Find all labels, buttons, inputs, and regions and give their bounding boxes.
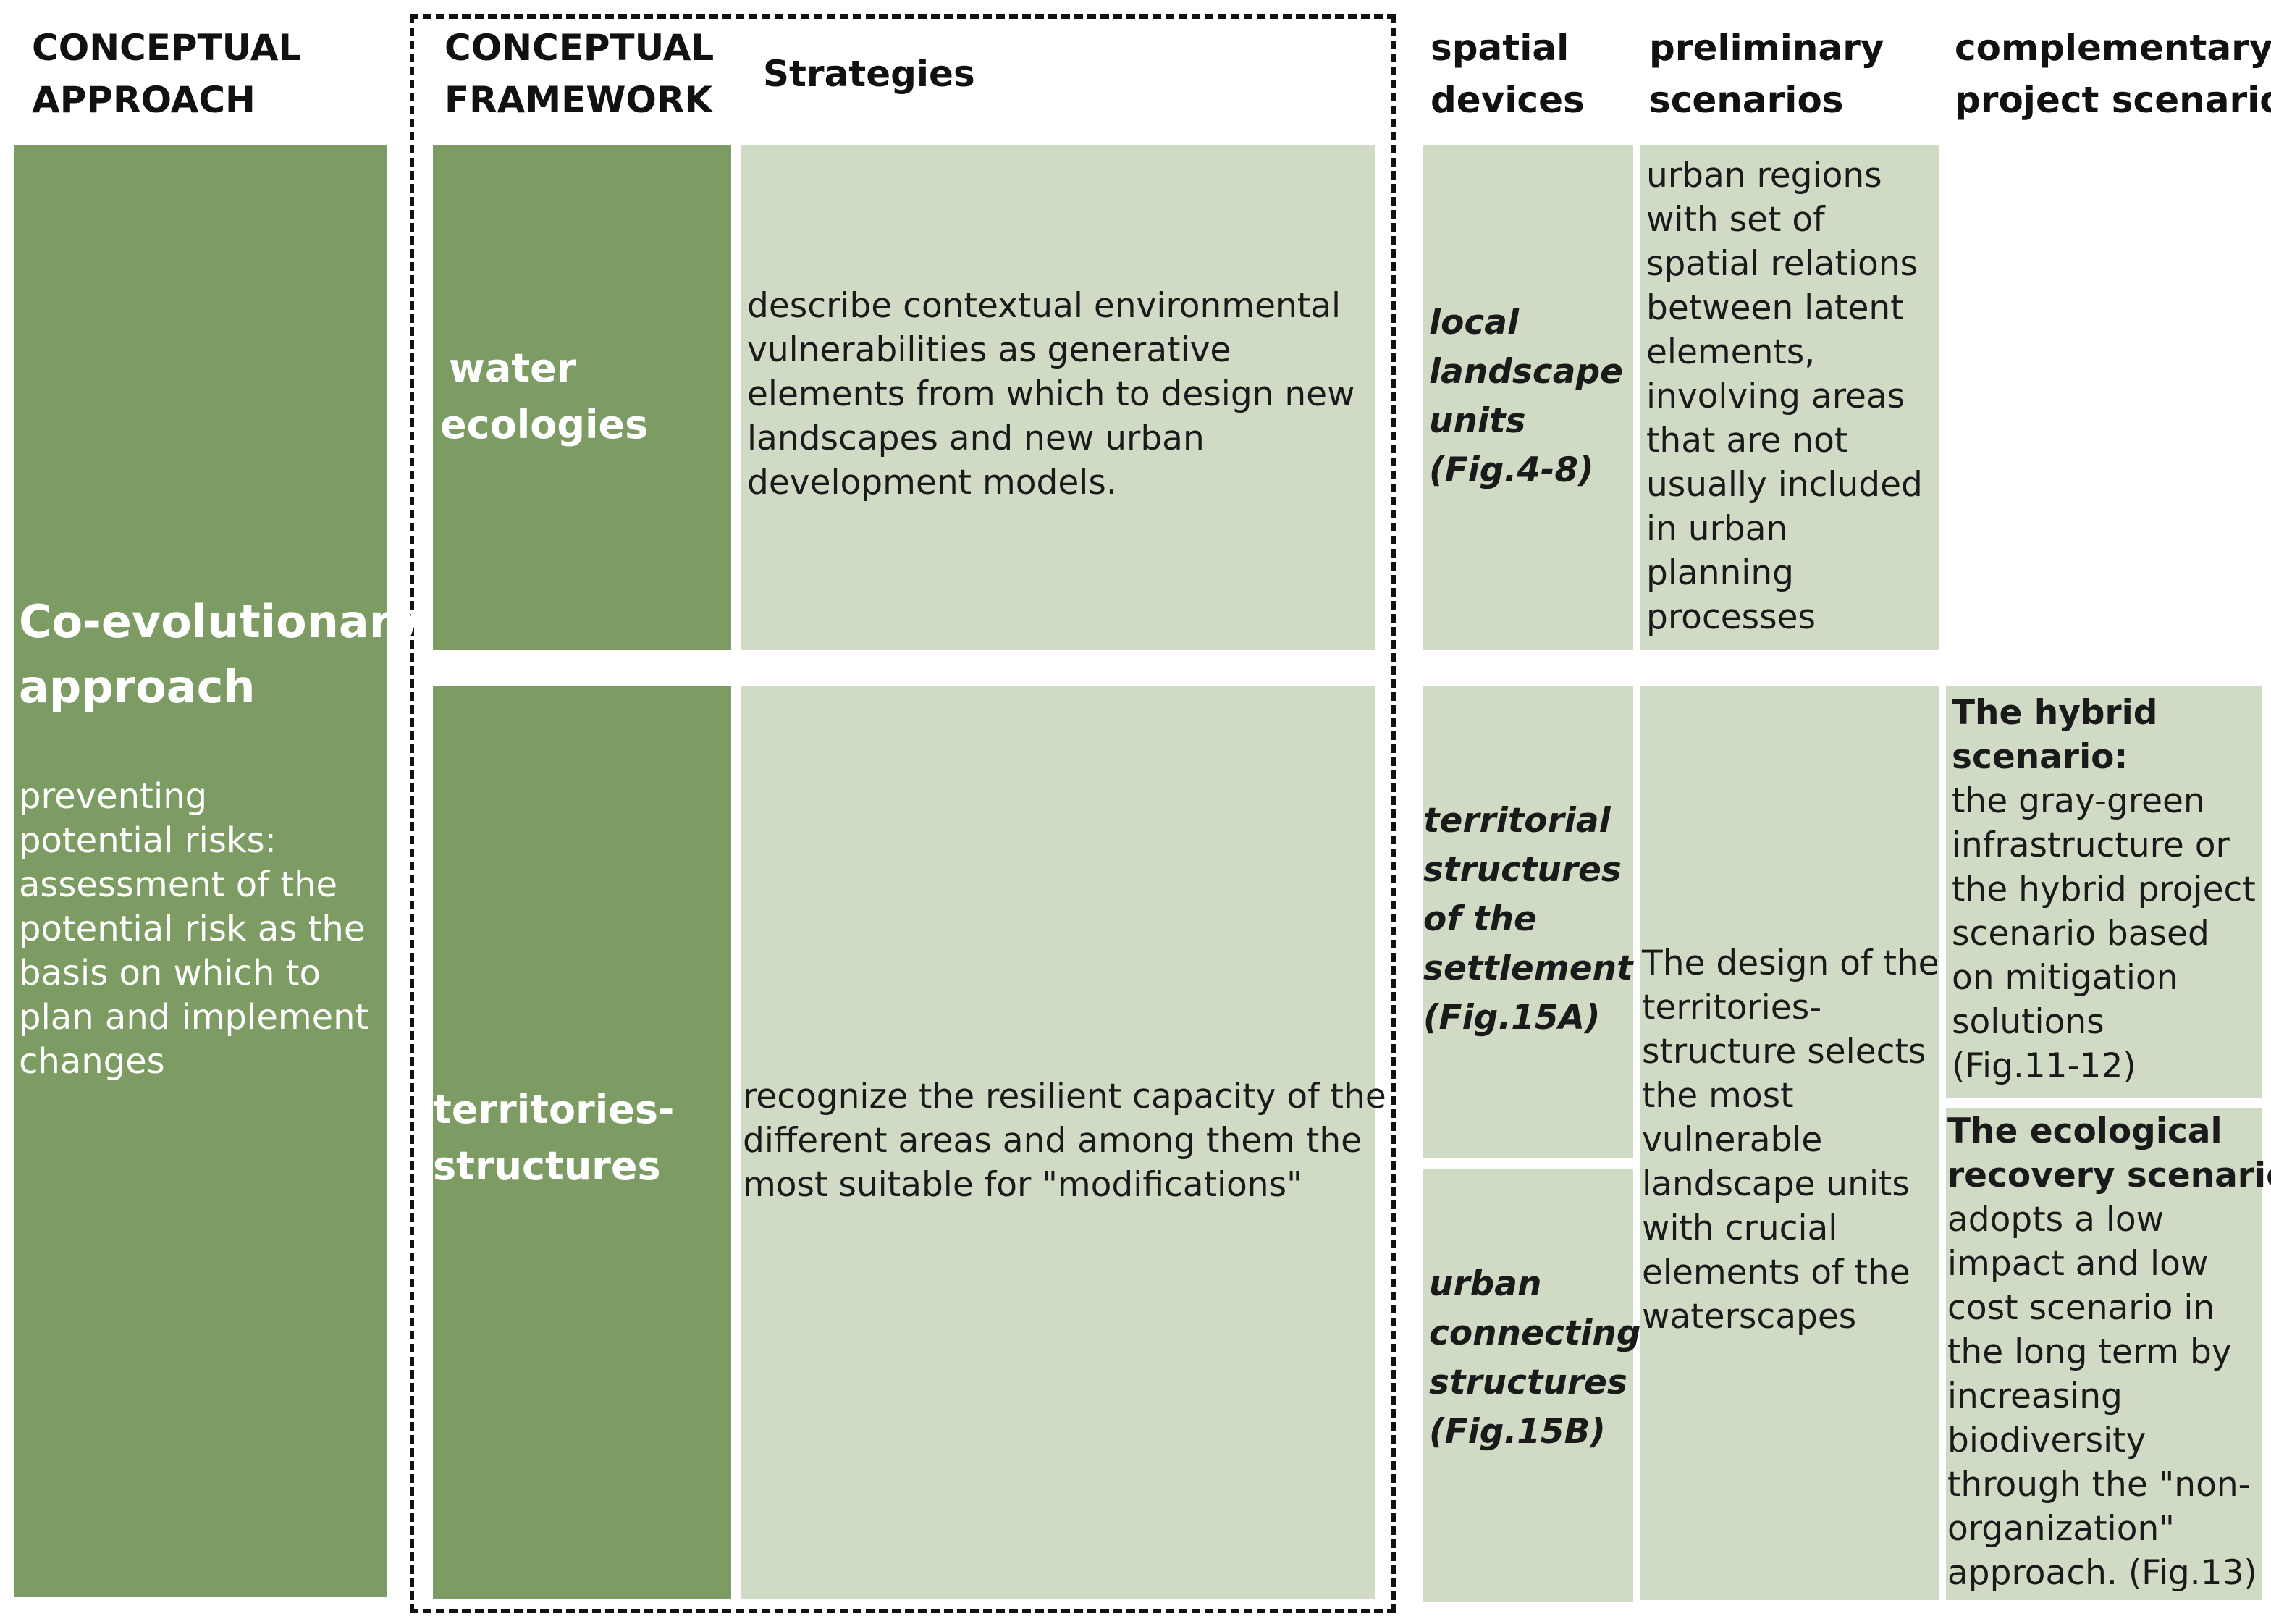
header-preliminary-scenarios: preliminary scenarios bbox=[1649, 27, 1884, 121]
header-conceptual-framework: CONCEPTUAL FRAMEWORK bbox=[444, 27, 715, 121]
spatial-local-landscape-units: local landscape units (Fig.4-8) bbox=[1423, 145, 1633, 650]
preliminary-water: urban regions with set of spatial relati… bbox=[1640, 145, 1939, 650]
header-complementary-project-scenario: complementary project scenario bbox=[1955, 27, 2271, 121]
approach-title: Co-evolutionary approach bbox=[19, 595, 421, 713]
approach-description: preventing potential risks: assessment o… bbox=[19, 776, 369, 1082]
framework-water-ecologies: water ecologies bbox=[433, 145, 731, 650]
complementary-hybrid-scenario: The hybrid scenario: the gray-green infr… bbox=[1946, 686, 2262, 1098]
territories-structures-label: territories- structures bbox=[433, 1087, 675, 1189]
header-conceptual-approach: CONCEPTUAL APPROACH bbox=[32, 27, 302, 121]
framework-territories-structures: territories- structures bbox=[433, 686, 731, 1599]
strategy-territories-text: recognize the resilient capacity of the … bbox=[743, 1077, 1386, 1205]
spatial-urban-connecting-structures: urban connecting structures (Fig.15B) bbox=[1423, 1169, 1641, 1602]
strategy-territories: recognize the resilient capacity of the … bbox=[741, 686, 1386, 1599]
strategy-water: describe contextual environmental vulner… bbox=[741, 145, 1375, 650]
approach-box: Co-evolutionary approach preventing pote… bbox=[14, 145, 421, 1597]
header-spatial-devices: spatial devices bbox=[1431, 27, 1585, 121]
conceptual-framework-frame bbox=[410, 14, 1396, 1613]
preliminary-territories-text: The design of the territories- structure… bbox=[1642, 943, 1939, 1337]
hybrid-scenario-text: The hybrid scenario: the gray-green infr… bbox=[1952, 693, 2256, 1086]
territorial-structures-text: territorial structures of the settlement… bbox=[1423, 801, 1633, 1038]
header-strategies: Strategies bbox=[763, 53, 975, 95]
water-ecologies-label: water ecologies bbox=[440, 345, 649, 447]
spatial-territorial-structures: territorial structures of the settlement… bbox=[1423, 686, 1633, 1158]
preliminary-water-text: urban regions with set of spatial relati… bbox=[1646, 156, 1923, 637]
urban-connecting-structures-text: urban connecting structures (Fig.15B) bbox=[1429, 1264, 1641, 1452]
ecological-recovery-text: The ecological recovery scenario adopts … bbox=[1947, 1111, 2271, 1593]
strategy-water-text: describe contextual environmental vulner… bbox=[747, 286, 1355, 502]
preliminary-territories: The design of the territories- structure… bbox=[1640, 686, 1939, 1600]
complementary-ecological-recovery-scenario: The ecological recovery scenario adopts … bbox=[1946, 1108, 2271, 1600]
local-landscape-units-text: local landscape units (Fig.4-8) bbox=[1429, 303, 1624, 490]
